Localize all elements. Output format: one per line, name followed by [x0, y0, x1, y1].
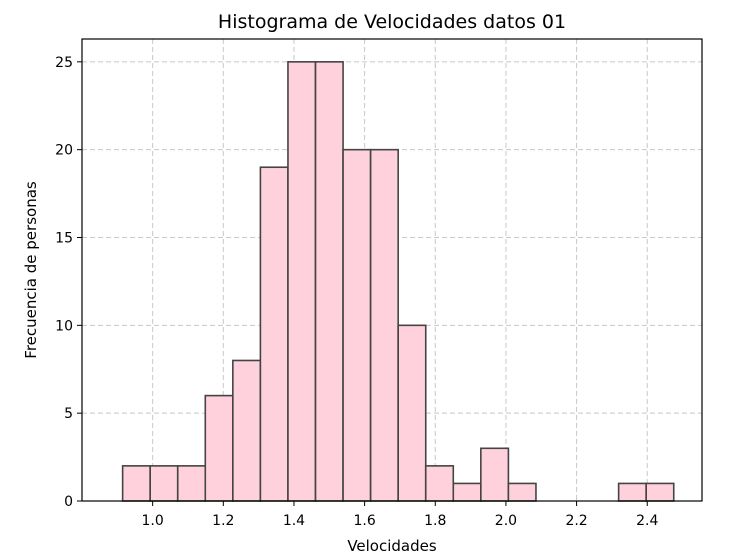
y-tick-label-5: 25 — [55, 55, 73, 71]
x-tick-label-7: 2.4 — [636, 513, 658, 529]
histogram-bar-2 — [176, 465, 207, 502]
histogram-bar-0 — [121, 465, 151, 502]
y-tick-label-3: 15 — [55, 231, 73, 247]
x-axis-label: Velocidades — [347, 537, 437, 555]
y-axis-label: Frecuencia de personas — [22, 181, 40, 359]
histogram-bar-1 — [149, 465, 179, 502]
x-tick-label-0: 1.0 — [142, 513, 164, 529]
y-tick-label-4: 20 — [55, 143, 73, 159]
y-tick-label-2: 10 — [55, 318, 73, 334]
histogram-bar-3 — [204, 394, 234, 502]
histogram-bar-9 — [369, 148, 399, 502]
histogram-bar-7 — [314, 61, 344, 502]
x-tick-label-4: 1.8 — [424, 513, 446, 529]
histogram-bar-6 — [287, 61, 317, 502]
histogram-bar-12 — [452, 482, 482, 502]
y-tick-label-0: 0 — [64, 494, 73, 510]
histogram-bar-10 — [397, 324, 427, 502]
x-tick-label-3: 1.6 — [353, 513, 375, 529]
histogram-bar-5 — [259, 166, 289, 502]
histogram-bar-18 — [617, 482, 647, 502]
x-tick-label-1: 1.2 — [212, 513, 234, 529]
x-tick-label-5: 2.0 — [495, 513, 517, 529]
histogram-bar-14 — [507, 482, 537, 502]
histogram-bar-11 — [424, 465, 455, 502]
y-tick-label-1: 5 — [64, 406, 73, 422]
x-tick-label-6: 2.2 — [565, 513, 587, 529]
histogram-bar-8 — [342, 148, 372, 502]
x-tick-label-2: 1.4 — [283, 513, 305, 529]
histogram-bars — [121, 61, 675, 502]
chart-title: Histograma de Velocidades datos 01 — [218, 11, 566, 33]
y-axis-ticks: 0 5 10 15 20 25 — [55, 55, 82, 510]
histogram-bar-19 — [645, 482, 675, 502]
plot-frame — [81, 38, 703, 502]
histogram-bar-4 — [232, 359, 262, 502]
x-axis-ticks: 1.0 1.2 1.4 1.6 1.8 2.0 2.2 2.4 — [142, 501, 658, 529]
histogram-bar-13 — [480, 447, 510, 502]
